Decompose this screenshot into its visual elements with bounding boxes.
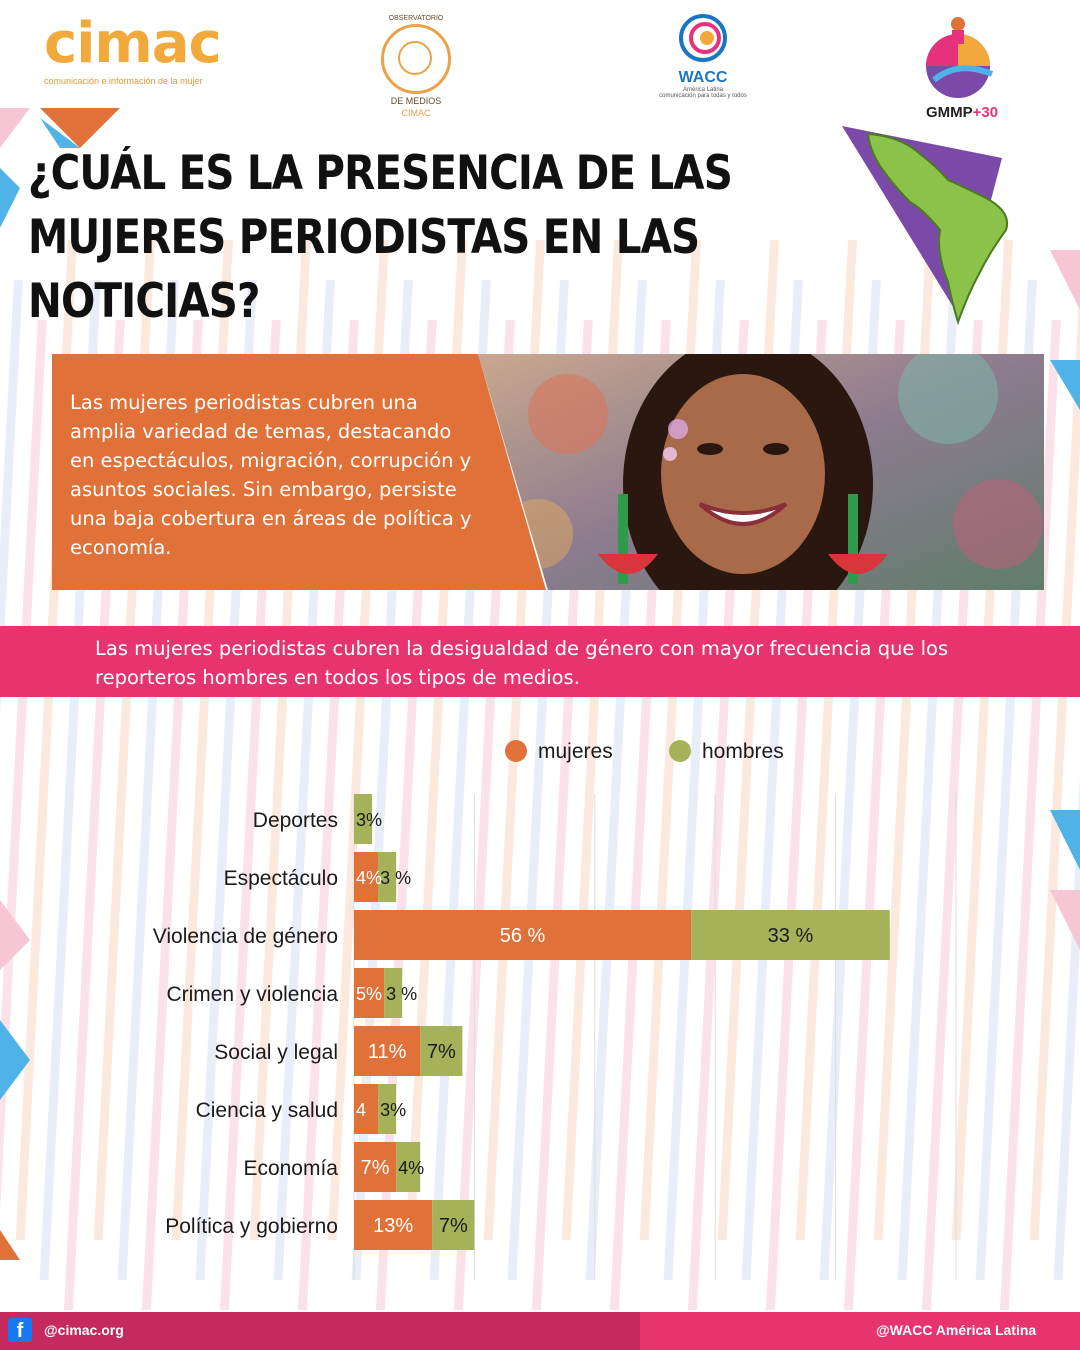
page-title: ¿CUÁL ES LA PRESENCIA DE LAS MUJERES PER… — [28, 146, 733, 329]
right-edge-decoration — [1050, 250, 1080, 950]
bar-hombres — [384, 968, 403, 1018]
topic-coverage-chart: mujeres hombres Deportes Espectáculo Violen… — [153, 740, 957, 1280]
data-label-mujeres: 13% — [373, 1215, 413, 1237]
bar-mujeres — [354, 1142, 397, 1192]
category-label: Espectáculo — [224, 867, 338, 890]
facebook-icon[interactable]: f — [8, 1318, 32, 1342]
background-stripe — [1029, 240, 1080, 1240]
bar-hombres — [432, 1200, 475, 1250]
category-label: Crimen y violencia — [166, 983, 338, 1006]
gmmp-wordmark: GMMP+30 — [925, 104, 999, 121]
bar-hombres — [354, 794, 373, 844]
observatorio-sub-text: CIMAC — [401, 108, 431, 118]
highlight-text: Las mujeres periodistas cubren la desigu… — [95, 637, 949, 689]
bar-hombres — [396, 1142, 421, 1192]
category-label: Ciencia y salud — [196, 1099, 338, 1122]
latin-america-map-icon — [842, 126, 1008, 326]
background-stripe — [999, 320, 1061, 1310]
footer-bar — [0, 1312, 1080, 1350]
footer-handle-wacc[interactable]: @WACC América Latina — [876, 1322, 1037, 1338]
category-label: Social y legal — [214, 1041, 338, 1064]
bar-mujeres — [354, 910, 692, 960]
cimac-wordmark: cimac — [44, 11, 222, 76]
data-label-mujeres: 4 — [356, 1100, 366, 1120]
gmmp-globe-icon — [926, 17, 994, 98]
data-label-hombres: 33 % — [768, 925, 814, 947]
data-label-mujeres: 4% — [356, 868, 382, 888]
gmmp-logo: GMMP+30 — [912, 10, 1008, 125]
category-label: Economía — [243, 1157, 338, 1180]
wacc-tagline: comunicación para todas y todos — [659, 93, 747, 99]
wacc-wordmark: WACC — [678, 69, 728, 86]
bar-mujeres — [354, 1200, 433, 1250]
category-label: Política y gobierno — [165, 1215, 338, 1238]
woman-portrait-photo — [478, 354, 1044, 590]
bar-hombres — [691, 910, 890, 960]
data-label-hombres: 3 % — [380, 868, 411, 888]
legend-swatch-hombres — [669, 740, 691, 762]
bar-mujeres — [354, 968, 385, 1018]
cimac-tagline: comunicación e información de la mujer — [44, 76, 203, 86]
data-label-hombres: 7% — [439, 1215, 468, 1237]
highlight-banner — [0, 626, 1080, 697]
data-label-hombres: 3% — [356, 810, 382, 830]
data-label-mujeres: 7% — [361, 1157, 390, 1179]
footer-handle-cimac[interactable]: @cimac.org — [44, 1322, 124, 1338]
data-label-hombres: 3% — [380, 1100, 406, 1120]
intro-panel — [52, 354, 546, 590]
corner-decoration — [0, 108, 120, 228]
observatorio-top-text: OBSERVATORIO — [388, 15, 444, 22]
legend-label-hombres: hombres — [702, 740, 784, 763]
data-label-mujeres: 5% — [356, 984, 382, 1004]
wacc-swirl-icon — [679, 14, 727, 62]
wacc-logo: WACC América Latina comunicación para to… — [648, 12, 758, 102]
cimac-logo: cimac comunicación e información de la m… — [44, 14, 254, 104]
data-label-hombres: 4% — [398, 1158, 424, 1178]
bar-hombres — [378, 852, 397, 902]
intro-text: Las mujeres periodistas cubren una ampli… — [70, 391, 472, 559]
legend-label-mujeres: mujeres — [538, 740, 613, 763]
data-label-hombres: 3 % — [386, 984, 417, 1004]
observatorio-logo: OBSERVATORIO DE MEDIOS CIMAC — [378, 12, 454, 118]
category-label: Violencia de género — [153, 925, 338, 948]
category-label: Deportes — [253, 809, 338, 832]
observatorio-emblem-icon — [381, 24, 451, 94]
data-label-mujeres: 11% — [368, 1041, 407, 1063]
background-stripe — [0, 280, 23, 1280]
wacc-region: América Latina — [682, 87, 724, 93]
bar-mujeres — [354, 1026, 421, 1076]
observatorio-bottom-text: DE MEDIOS — [390, 96, 442, 106]
data-label-hombres: 7% — [427, 1041, 456, 1063]
bar-hombres — [378, 1084, 397, 1134]
bar-mujeres — [354, 852, 379, 902]
data-label-mujeres: 56 % — [500, 925, 546, 947]
bar-mujeres — [354, 1084, 379, 1134]
legend-swatch-mujeres — [505, 740, 527, 762]
bar-hombres — [420, 1026, 463, 1076]
background-stripe — [1053, 280, 1080, 1280]
left-edge-decoration — [0, 900, 30, 1260]
